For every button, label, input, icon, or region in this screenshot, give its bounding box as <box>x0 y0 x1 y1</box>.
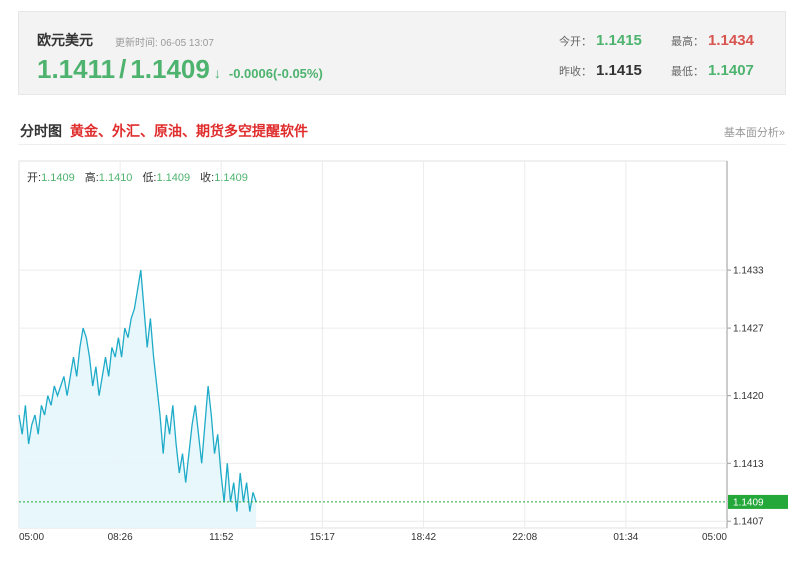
open-value: 1.1415 <box>596 32 642 49</box>
time-tick-label: 11:52 <box>209 532 234 543</box>
price-tick-label: 1.1407 <box>733 517 764 528</box>
price-tick-label: 1.1433 <box>733 266 764 277</box>
low-value: 1.1407 <box>708 62 754 79</box>
price-tick-label: 1.1420 <box>733 391 764 402</box>
down-arrow-icon: ↓ <box>213 65 221 81</box>
time-tick-label: 08:26 <box>108 532 133 543</box>
low-label: 最低： <box>671 66 704 78</box>
prev-close-stat: 昨收： 1.1415 <box>559 62 642 79</box>
time-tick-label: 15:17 <box>310 532 335 543</box>
alert-software-link[interactable]: 黄金、外汇、原油、期货多空提醒软件 <box>70 123 308 139</box>
open-label: 今开： <box>559 36 592 48</box>
fundamentals-link[interactable]: 基本面分析» <box>723 127 785 139</box>
price-area-fill <box>19 270 257 528</box>
ohlc-close: 收:1.1409 <box>200 172 248 184</box>
time-tick-label: 05:00 <box>19 532 44 543</box>
ohlc-high: 高:1.1410 <box>84 172 133 184</box>
ohlc-readout: 开:1.1409 高:1.1410 低:1.1409 收:1.1409 <box>27 169 248 185</box>
price-line: 1.1411 / 1.1409 ↓ -0.0006(-0.05%) <box>37 54 323 88</box>
price-change: -0.0006(-0.05%) <box>228 66 323 81</box>
time-tick-label: 18:42 <box>411 532 436 543</box>
price-tick-label: 1.1413 <box>733 459 764 470</box>
ohlc-open: 开:1.1409 <box>27 172 75 184</box>
ohlc-low: 低:1.1409 <box>142 172 191 184</box>
current-price-label: 1.1409 <box>733 497 764 508</box>
price-separator: / <box>119 54 127 84</box>
pair-name: 欧元美元 <box>37 32 93 48</box>
time-tick-label: 01:34 <box>613 532 638 543</box>
time-tick-label: 05:00 <box>702 532 727 543</box>
high-stat: 最高： 1.1434 <box>671 32 754 49</box>
prev-close-value: 1.1415 <box>596 62 642 79</box>
open-stat: 今开： 1.1415 <box>559 32 642 49</box>
ask-price: 1.1409 <box>130 54 210 84</box>
quote-panel: 欧元美元 更新时间: 06-05 13:07 1.1411 / 1.1409 ↓… <box>18 11 786 95</box>
bid-price: 1.1411 <box>37 54 116 84</box>
high-value: 1.1434 <box>708 32 754 49</box>
time-tick-label: 22:08 <box>512 532 537 543</box>
price-tick-label: 1.1427 <box>733 324 764 335</box>
section-divider <box>18 144 786 145</box>
update-time: 更新时间: 06-05 13:07 <box>115 38 214 49</box>
price-axis: 1.1433 1.1427 1.1420 1.1413 1.1407 1.1409 <box>728 266 788 528</box>
time-axis: 05:00 08:26 11:52 15:17 18:42 22:08 01:34 05:00 <box>19 532 727 543</box>
section-title: 分时图 <box>20 123 62 139</box>
high-label: 最高： <box>671 36 704 48</box>
prev-close-label: 昨收： <box>559 66 592 78</box>
low-stat: 最低： 1.1407 <box>671 62 754 79</box>
chart-area <box>18 269 727 528</box>
current-price-badge <box>728 494 788 509</box>
price-line <box>18 269 257 512</box>
